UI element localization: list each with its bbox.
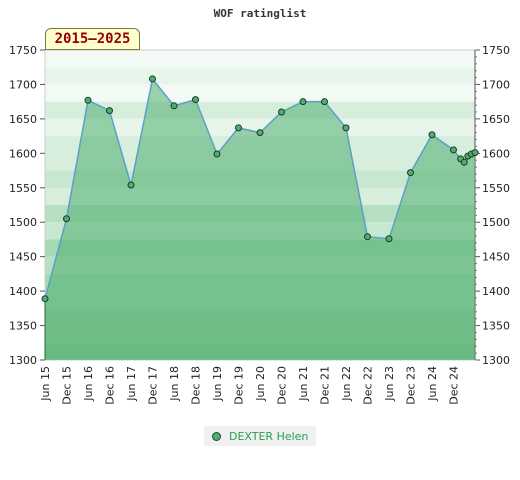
y-tick-label-left: 1450 [9,251,37,264]
data-point[interactable] [84,96,92,104]
data-point[interactable] [342,124,350,132]
y-tick-label-left: 1750 [9,44,37,57]
data-point[interactable] [460,158,468,166]
x-tick-label: Dec 20 [276,366,289,405]
y-tick-label-right: 1700 [482,78,510,91]
data-point[interactable] [41,295,49,303]
x-tick-label: Dec 24 [448,366,461,405]
x-tick-label: Dec 22 [362,366,375,405]
y-tick-label-right: 1300 [482,354,510,367]
data-point[interactable] [149,75,156,83]
data-point[interactable] [235,124,242,132]
y-tick-label-left: 1400 [9,285,37,298]
x-tick-label: Dec 16 [104,366,117,405]
series-area [45,78,475,360]
x-tick-label: Jun 17 [125,366,138,402]
y-tick-label-left: 1500 [9,216,37,229]
y-tick-label-left: 1300 [9,354,37,367]
data-point[interactable] [256,129,264,137]
plot-band [45,84,475,102]
y-axis-left: 1300 1350 1400 1450 1500 1550 1600 1650 1700 1750 [9,44,45,367]
y-tick-label-right: 1650 [482,113,510,126]
data-point[interactable] [385,235,393,243]
data-point[interactable] [213,150,221,158]
data-point[interactable] [63,215,70,223]
plot-band [45,50,475,68]
y-tick-label-left: 1650 [9,113,37,126]
x-tick-label: Dec 18 [190,366,203,405]
x-tick-label: Jun 21 [297,366,310,402]
x-tick-label: Dec 21 [319,366,332,405]
data-point[interactable] [364,233,371,241]
data-point[interactable] [428,131,436,139]
x-tick-label: Jun 20 [254,366,267,402]
legend-marker-icon [212,431,221,441]
y-axis-right: 1300 1350 1400 1450 1500 1550 1600 1650 1700 1750 [474,44,510,367]
legend-label: DEXTER Helen [229,429,309,443]
y-tick-label-right: 1400 [482,285,510,298]
data-point[interactable] [278,108,285,116]
x-tick-label: Jun 22 [340,366,353,402]
x-tick-label: Jun 15 [39,366,52,402]
plot-band [45,67,475,85]
x-tick-label: Jun 24 [426,366,439,402]
y-tick-label-left: 1700 [9,78,37,91]
data-point[interactable] [321,98,328,106]
x-tick-label: Dec 19 [233,366,246,405]
y-tick-label-right: 1750 [482,44,510,57]
chart-title: WOF ratinglist [214,7,307,20]
legend[interactable]: DEXTER Helen [204,426,317,446]
data-point[interactable] [299,98,307,106]
x-tick-label: Jun 16 [82,366,95,402]
data-point[interactable] [450,146,457,154]
x-tick-label: Jun 19 [211,366,224,402]
date-range-badge: 2015–2025 [45,28,140,50]
y-tick-label-right: 1350 [482,320,510,333]
x-tick-label: Jun 23 [383,366,396,402]
data-point[interactable] [192,96,199,104]
x-tick-label: Dec 23 [405,366,418,405]
y-tick-label-left: 1600 [9,147,37,160]
data-point[interactable] [106,107,113,115]
data-point[interactable] [127,181,135,189]
y-tick-label-right: 1550 [482,182,510,195]
x-axis: Jun 15 Dec 15 Jun 16 Dec 16 Jun 17 Dec 17 Jun … [39,366,461,405]
y-tick-label-left: 1350 [9,320,37,333]
points-layer [41,75,479,303]
x-tick-label: Jun 18 [168,366,181,402]
x-tick-label: Dec 15 [61,366,74,405]
y-tick-label-left: 1550 [9,182,37,195]
data-point[interactable] [170,102,178,110]
data-point[interactable] [407,169,414,177]
data-point[interactable] [471,149,479,157]
x-tick-label: Dec 17 [147,366,160,405]
y-tick-label-right: 1450 [482,251,510,264]
y-tick-label-right: 1600 [482,147,510,160]
y-tick-label-right: 1500 [482,216,510,229]
